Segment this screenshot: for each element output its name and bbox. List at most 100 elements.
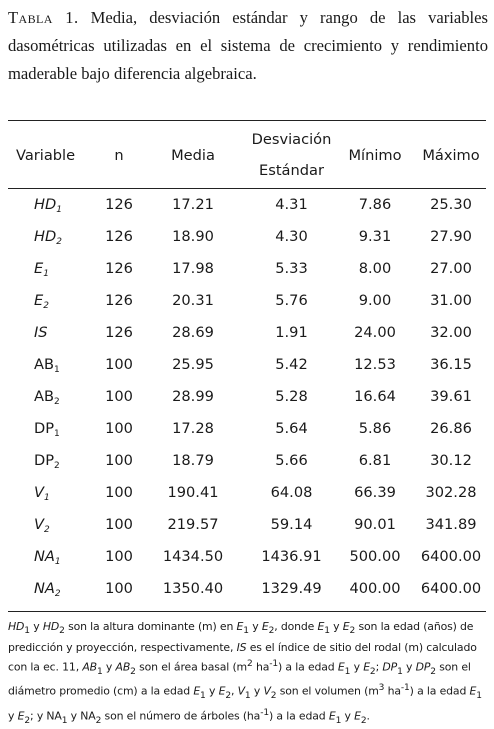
cell-minimo: 7.86	[358, 195, 392, 213]
variable-subscript: 1	[56, 204, 62, 215]
variable-subscript: 1	[43, 492, 50, 503]
cell-desviacion: 1329.49	[261, 579, 322, 597]
cell-variable: NA1	[8, 540, 101, 572]
cell-variable: V2	[8, 508, 101, 540]
cell-desviacion: 1.91	[275, 323, 308, 341]
cell-maximo: 31.00	[430, 291, 472, 309]
cell-media: 1434.50	[162, 547, 224, 565]
cell-minimo: 8.00	[358, 259, 392, 277]
cell-desviacion: 5.33	[275, 259, 308, 277]
cell-maximo: 27.00	[430, 259, 472, 277]
cell-variable: V1	[8, 476, 101, 508]
variable-subscript: 2	[43, 300, 49, 311]
cell-variable: DP1	[8, 412, 101, 444]
table-row: NA1 100 1434.50 1436.91 500.00 6400.00	[8, 540, 486, 572]
cell-variable: E1	[8, 252, 101, 284]
cell-variable: E2	[8, 284, 101, 316]
header-variable: Variable	[16, 146, 76, 164]
cell-media: 18.79	[172, 451, 214, 469]
header-desviacion-line1: Desviación	[251, 131, 332, 148]
variable-name: AB	[34, 387, 54, 405]
variable-subscript: 1	[43, 268, 49, 279]
cell-minimo: 24.00	[354, 323, 396, 341]
cell-minimo: 66.39	[354, 483, 396, 501]
cell-desviacion: 4.31	[275, 195, 308, 213]
table-row: HD2 126 18.90 4.30 9.31 27.90	[8, 220, 486, 252]
cell-n: 126	[105, 195, 133, 213]
cell-desviacion: 59.14	[270, 515, 313, 533]
cell-variable: DP2	[8, 444, 101, 476]
cell-minimo: 6.81	[358, 451, 392, 469]
variable-name: V	[34, 483, 44, 501]
variable-name: DP	[34, 451, 55, 469]
data-table: Variable n Media Desviación Estándar Míni…	[8, 122, 486, 604]
cell-media: 17.21	[172, 195, 214, 213]
cell-minimo: 16.64	[354, 387, 396, 405]
cell-n: 126	[105, 227, 133, 245]
cell-minimo: 90.01	[354, 515, 396, 533]
cell-desviacion: 4.30	[275, 227, 308, 245]
variable-name: IS	[34, 323, 48, 341]
cell-minimo: 5.86	[358, 419, 392, 437]
table-row: E1 126 17.98 5.33 8.00 27.00	[8, 252, 486, 284]
cell-media: 28.99	[172, 387, 214, 405]
cell-variable: HD1	[8, 188, 101, 220]
cell-n: 126	[105, 323, 133, 341]
variable-name: AB	[34, 355, 54, 373]
cell-variable: AB2	[8, 380, 101, 412]
cell-maximo: 6400.00	[420, 547, 482, 565]
cell-maximo: 341.89	[425, 515, 477, 533]
cell-maximo: 39.61	[430, 387, 472, 405]
cell-variable: NA2	[8, 572, 101, 604]
cell-media: 20.31	[172, 291, 214, 309]
cell-maximo: 32.00	[430, 323, 472, 341]
variable-name: DP	[34, 419, 55, 437]
cell-maximo: 25.30	[430, 195, 472, 213]
header-maximo: Máximo	[422, 146, 480, 164]
table-body: HD1 126 17.21 4.31 7.86 25.30 HD2 126 18.90 4.30 9…	[8, 188, 486, 604]
table-row: HD1 126 17.21 4.31 7.86 25.30	[8, 188, 486, 220]
variable-subscript: 2	[56, 236, 62, 247]
cell-maximo: 30.12	[430, 451, 472, 469]
header-minimo: Mínimo	[348, 146, 402, 164]
cell-n: 100	[105, 515, 133, 533]
variable-subscript: 1	[54, 556, 61, 567]
header-media: Media	[171, 146, 215, 164]
variable-name: NA	[34, 547, 55, 565]
cell-n: 100	[105, 579, 133, 597]
cell-desviacion: 5.76	[275, 291, 308, 309]
table-footnote: HD1 y HD2 son la altura dominante (m) en…	[8, 620, 482, 726]
table-header-rule	[8, 188, 486, 189]
cell-minimo: 400.00	[349, 579, 401, 597]
variable-name: HD	[34, 195, 57, 213]
caption-text: Media, desviación estándar y rango de la…	[8, 8, 488, 83]
variable-name: E	[34, 291, 44, 309]
variable-subscript: 2	[43, 524, 50, 535]
cell-desviacion: 64.08	[270, 483, 313, 501]
cell-media: 219.57	[167, 515, 219, 533]
fn-hd: HD	[8, 620, 25, 633]
cell-media: 17.98	[172, 259, 214, 277]
header-desviacion: Desviación Estándar	[249, 122, 334, 188]
table-header-row: Variable n Media Desviación Estándar Míni…	[8, 122, 486, 188]
table-row: E2 126 20.31 5.76 9.00 31.00	[8, 284, 486, 316]
cell-maximo: 36.15	[430, 355, 472, 373]
cell-variable: IS	[8, 316, 101, 348]
cell-n: 126	[105, 291, 133, 309]
cell-desviacion: 5.28	[275, 387, 308, 405]
cell-n: 100	[105, 387, 133, 405]
cell-minimo: 500.00	[349, 547, 401, 565]
table-bottom-rule	[8, 611, 486, 612]
cell-n: 100	[105, 451, 133, 469]
cell-media: 190.41	[167, 483, 219, 501]
cell-minimo: 9.31	[358, 227, 392, 245]
cell-variable: AB1	[8, 348, 101, 380]
cell-maximo: 27.90	[430, 227, 472, 245]
cell-media: 25.95	[172, 355, 214, 373]
cell-desviacion: 5.66	[275, 451, 308, 469]
variable-name: HD	[34, 227, 57, 245]
cell-maximo: 6400.00	[420, 579, 482, 597]
table-row: V1 100 190.41 64.08 66.39 302.28	[8, 476, 486, 508]
variable-subscript: 2	[54, 460, 60, 471]
variable-name: NA	[34, 579, 55, 597]
